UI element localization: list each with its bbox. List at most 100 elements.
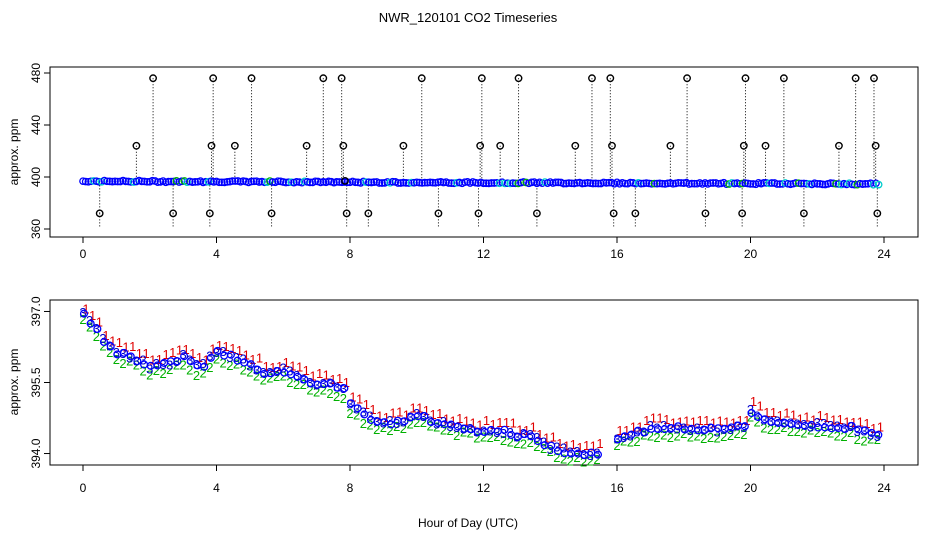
series-3-point: 3 <box>213 345 220 360</box>
series-2-point: 2 <box>854 432 861 447</box>
top-x-tick-label: 16 <box>610 247 624 261</box>
baseline-point <box>113 177 122 186</box>
mean-point <box>246 360 255 369</box>
series-3-point: 3 <box>380 416 387 431</box>
baseline-point <box>444 179 453 187</box>
series-2-point: 2 <box>320 382 327 397</box>
baseline-point <box>191 178 199 186</box>
outlier-point <box>399 141 408 150</box>
series-1-point: 1 <box>563 439 570 454</box>
baseline-point <box>124 177 133 186</box>
baseline-point <box>794 179 803 188</box>
baseline-point <box>605 178 613 187</box>
mean-point <box>346 399 356 408</box>
series-1-point: 1 <box>783 406 790 421</box>
mean-point <box>627 430 636 439</box>
series-1-point: 1 <box>209 342 216 357</box>
series-2-point: 2 <box>520 437 527 452</box>
baseline-point <box>282 178 290 187</box>
baseline-point <box>674 178 683 187</box>
outlier-point <box>267 209 276 218</box>
outlier-point <box>701 209 710 218</box>
mean-point <box>213 346 222 355</box>
series-3-point: 3 <box>346 397 353 412</box>
baseline-point <box>645 179 653 188</box>
top-y-tick-label: 440 <box>29 115 43 135</box>
baseline-point <box>223 178 232 186</box>
series-2-point: 2 <box>774 422 781 437</box>
series-2-point: 2 <box>200 365 207 380</box>
series-2-point: 2 <box>126 354 133 369</box>
series-1-point: 1 <box>443 411 450 426</box>
series-3-point: 3 <box>313 377 320 392</box>
baseline-point <box>250 177 258 186</box>
baseline-point <box>765 179 774 188</box>
series-2-point: 2 <box>647 428 654 443</box>
series-1-point: 1 <box>837 412 844 427</box>
series-1-point: 1 <box>723 414 730 429</box>
baseline-point <box>201 177 210 186</box>
series-1-point: 1 <box>596 436 603 451</box>
series-2-point: 2 <box>560 452 567 467</box>
series-1-point: 1 <box>243 348 250 363</box>
series-1-point: 1 <box>423 403 430 418</box>
series-3-point: 3 <box>420 409 427 424</box>
series-2-point: 2 <box>700 431 707 446</box>
baseline-point <box>402 179 410 187</box>
baseline-point <box>482 179 491 188</box>
series-1-point: 1 <box>416 400 423 415</box>
series-2-point: 2 <box>794 424 801 439</box>
baseline-point <box>818 180 827 189</box>
series-1-point: 1 <box>122 340 129 355</box>
baseline-point <box>324 177 333 186</box>
baseline-point <box>426 178 434 187</box>
series-1-point: 1 <box>263 359 270 374</box>
series-3-point: 3 <box>473 424 480 439</box>
series-3-point: 3 <box>480 423 487 438</box>
outlier-point <box>870 74 878 83</box>
series-3-point: 3 <box>754 409 761 424</box>
series-2-point: 2 <box>373 422 380 437</box>
series-1-point: 1 <box>556 436 563 451</box>
series-2-point: 2 <box>633 434 640 449</box>
series-2-point: 2 <box>867 431 874 446</box>
series-2-point: 2 <box>400 421 407 436</box>
series-1-point: 1 <box>336 371 343 386</box>
baseline-point <box>188 178 197 186</box>
baseline-point <box>581 179 589 188</box>
baseline-point <box>471 178 480 187</box>
series-1-point: 1 <box>877 420 884 435</box>
mean-point <box>153 361 162 370</box>
mean-point <box>300 375 309 384</box>
series-2-point: 2 <box>767 422 774 437</box>
mean-point <box>173 357 182 366</box>
bottom-x-tick-label: 24 <box>877 481 891 495</box>
series-3-point: 3 <box>206 349 213 364</box>
outlier-point <box>514 74 523 83</box>
series-3-point: 3 <box>627 429 634 444</box>
mean-point <box>847 421 856 430</box>
baseline-point <box>108 177 117 186</box>
outlier-point <box>871 141 880 150</box>
series-3-point: 3 <box>453 420 460 435</box>
baseline-point <box>364 178 373 187</box>
series-3-point: 3 <box>867 428 874 443</box>
bottom-y-tick-label: 394.0 <box>29 438 43 468</box>
bottom-x-tick-label: 12 <box>477 481 491 495</box>
series-1-point: 1 <box>203 353 210 368</box>
series-1-point: 1 <box>496 415 503 430</box>
series-3-point: 3 <box>613 431 620 446</box>
series-1-point: 1 <box>830 412 837 427</box>
baseline-point <box>362 178 370 186</box>
series-1-point: 1 <box>183 342 190 357</box>
baseline-point <box>292 177 301 186</box>
series-1-point: 1 <box>870 421 877 436</box>
series-1-point: 1 <box>369 402 376 417</box>
top-y-tick-label: 480 <box>29 63 43 83</box>
mean-point <box>120 348 129 357</box>
bottom-x-tick-label: 16 <box>610 481 624 495</box>
series-3-point: 3 <box>487 424 494 439</box>
series-2-point: 2 <box>306 383 313 398</box>
baseline-point <box>247 177 256 186</box>
series-3-point: 3 <box>580 447 587 462</box>
